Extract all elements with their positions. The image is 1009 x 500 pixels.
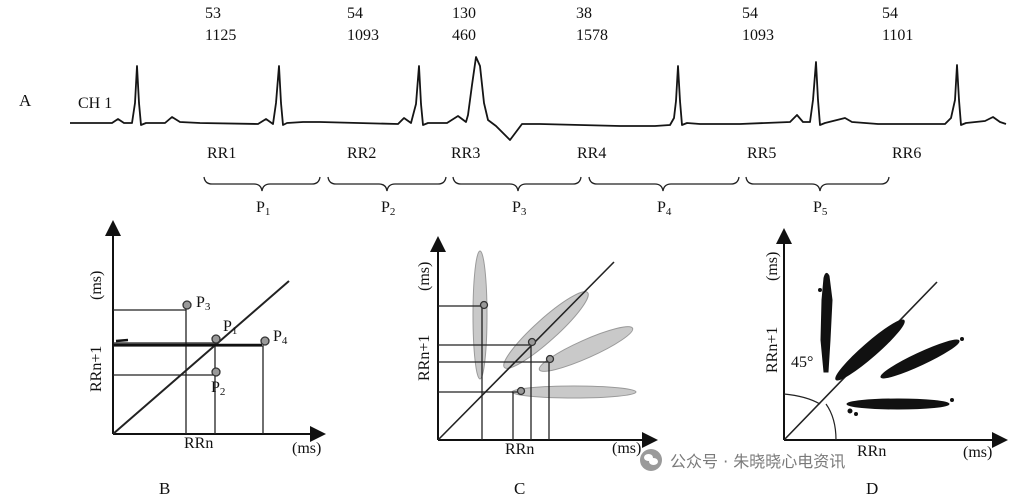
pair-label-1: P1 bbox=[256, 199, 271, 218]
cluster-d-vertical bbox=[820, 272, 833, 373]
brace-p3 bbox=[452, 176, 582, 192]
cluster-upper-right bbox=[538, 326, 634, 372]
pair-label-2: P2 bbox=[381, 199, 396, 218]
pair-label-3: P3 bbox=[512, 199, 527, 218]
cluster-vertical bbox=[472, 250, 488, 380]
beat-1-hr: 53 bbox=[205, 5, 221, 22]
pair-braces bbox=[203, 176, 890, 192]
watermark-text: 公众号 · 朱晓晓心电资讯 bbox=[670, 452, 846, 471]
point-p1 bbox=[211, 334, 221, 344]
rr-label-6: RR6 bbox=[892, 145, 922, 162]
beat-1-interval: 1125 bbox=[205, 27, 237, 44]
panel-b-point-label-p4: P4 bbox=[273, 328, 288, 347]
panel-c-letter: C bbox=[514, 479, 526, 498]
watermark: 公众号 · 朱晓晓心电资讯 bbox=[640, 449, 845, 471]
beat-6-hr: 54 bbox=[882, 5, 898, 22]
brace-p2 bbox=[327, 176, 447, 192]
ecg-trace bbox=[70, 56, 1007, 141]
cluster-d-upper-right bbox=[880, 339, 960, 379]
cluster-d-diagonal bbox=[835, 319, 905, 381]
beat-5-hr: 54 bbox=[742, 5, 758, 22]
axis-marker bbox=[115, 338, 129, 343]
panel-b-point-label-p3: P3 bbox=[196, 294, 211, 313]
point-p3 bbox=[182, 300, 192, 310]
rr-label-1: RR1 bbox=[207, 145, 237, 162]
panel-c-x-label: RRn bbox=[505, 441, 535, 458]
panel-b-point-label-p1: P1 bbox=[223, 318, 238, 337]
panel-b-letter: B bbox=[159, 479, 171, 498]
panel-d-letter: D bbox=[866, 479, 879, 498]
panel-b-identity-line bbox=[112, 280, 290, 435]
point-p2 bbox=[211, 367, 221, 377]
panel-b-x-unit: (ms) bbox=[292, 440, 322, 457]
beat-6-interval: 1101 bbox=[882, 27, 914, 44]
rr-label-3: RR3 bbox=[451, 145, 481, 162]
beat-3-hr: 130 bbox=[452, 5, 476, 22]
panel-b-x-label: RRn bbox=[184, 435, 214, 452]
cluster-d-horizontal bbox=[846, 398, 950, 410]
beat-4-interval: 1578 bbox=[576, 27, 608, 44]
rr-label-2: RR2 bbox=[347, 145, 377, 162]
beat-2-hr: 54 bbox=[347, 5, 363, 22]
panel-a-letter: A bbox=[19, 91, 32, 110]
panel-d-x-unit: (ms) bbox=[963, 444, 993, 461]
brace-p4 bbox=[588, 176, 740, 192]
panel-d-y-label: RRn+1 bbox=[764, 326, 781, 373]
brace-p1 bbox=[203, 176, 321, 192]
pair-label-5: P5 bbox=[813, 199, 828, 218]
beat-5-interval: 1093 bbox=[742, 27, 774, 44]
panel-c-identity-line bbox=[437, 261, 615, 441]
brace-p5 bbox=[745, 176, 890, 192]
guide-p3 bbox=[113, 309, 187, 434]
rr-label-5: RR5 bbox=[747, 145, 777, 162]
panel-b-point-label-p2: P2 bbox=[211, 379, 226, 398]
channel-label: CH 1 bbox=[78, 95, 113, 112]
beat-2-interval: 1093 bbox=[347, 27, 379, 44]
panel-c-x-unit: (ms) bbox=[612, 440, 642, 457]
beat-4-hr: 38 bbox=[576, 5, 592, 22]
point-p4 bbox=[260, 336, 270, 346]
panel-d-angle-label: 45° bbox=[791, 354, 814, 371]
panel-d-x-label: RRn bbox=[857, 443, 887, 460]
rr-label-4: RR4 bbox=[577, 145, 607, 162]
angle-arc-upper bbox=[783, 393, 821, 405]
angle-arc-lower bbox=[825, 403, 837, 441]
pair-label-4: P4 bbox=[657, 199, 672, 218]
wechat-icon bbox=[640, 449, 662, 471]
beat-3-interval: 460 bbox=[452, 27, 476, 44]
panel-d-y-unit: (ms) bbox=[764, 251, 781, 281]
